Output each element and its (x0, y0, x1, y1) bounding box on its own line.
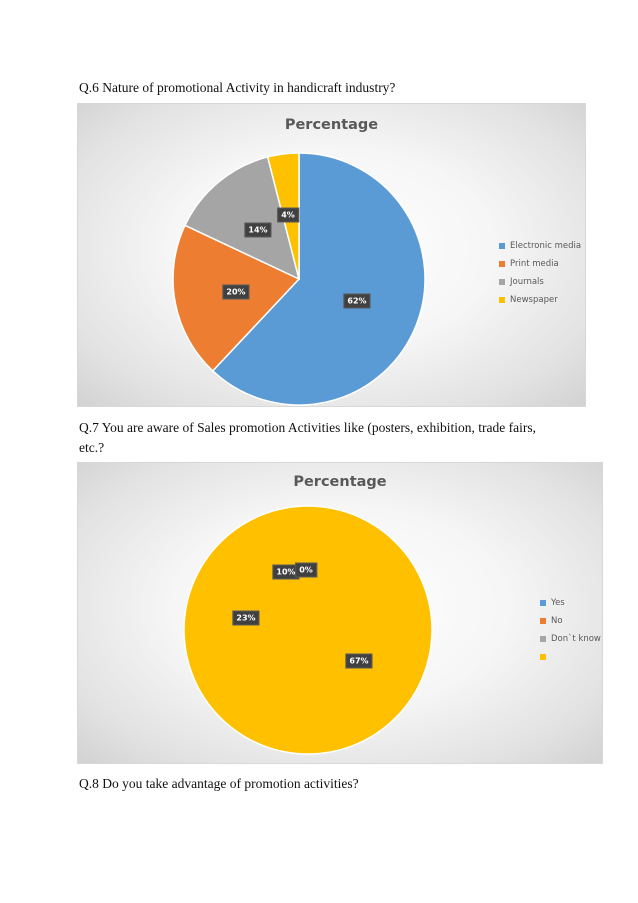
legend-item-dont-know: Don`t know (540, 630, 601, 648)
legend-label: Yes (551, 598, 565, 608)
sales-promotion-awareness-pie-chart: Percentage 23% 10% 0% 67% Yes No Don`t know (77, 462, 603, 764)
legend-item-print-media: Print media (499, 255, 581, 273)
chart-legend: Yes No Don`t know (540, 594, 601, 666)
legend-swatch (499, 279, 505, 285)
legend-label: Electronic media (510, 241, 582, 251)
data-label-print-media: 20% (222, 284, 250, 300)
pie-plot (183, 505, 433, 755)
legend-swatch (540, 636, 546, 642)
legend-label: Newspaper (510, 295, 558, 305)
chart-title: Percentage (284, 117, 379, 133)
data-label-yes: 23% (232, 610, 260, 626)
slice-electronic-media (211, 152, 426, 406)
legend-swatch (499, 297, 505, 303)
slice-blank (183, 505, 433, 755)
data-label-journals: 14% (244, 222, 272, 238)
legend-label: Print media (510, 259, 559, 269)
chart-legend: Electronic media Print media Journals Ne… (499, 237, 581, 309)
question-8: Q.8 Do you take advantage of promotion a… (79, 776, 359, 791)
promotional-activity-pie-chart: Percentage 62% 20% 14% 4% Electronic media … (77, 103, 586, 407)
legend-swatch (540, 600, 546, 606)
data-label-don-t-know: 0% (295, 562, 317, 578)
data-label-blank: 67% (345, 653, 373, 669)
legend-swatch (540, 618, 546, 624)
data-label-newspaper: 4% (277, 207, 299, 223)
legend-swatch (540, 654, 546, 660)
question-7: Q.7 You are aware of Sales promotion Act… (79, 420, 537, 455)
legend-label: No (551, 616, 563, 626)
legend-label: Journals (510, 277, 544, 287)
chart-title: Percentage (293, 474, 387, 490)
legend-item-yes: Yes (540, 594, 601, 612)
data-label-electronic-media: 62% (343, 293, 371, 309)
slice-journals (183, 156, 301, 281)
question-6: Q.6 Nature of promotional Activity in ha… (79, 80, 396, 95)
legend-label: Don`t know (551, 634, 601, 644)
legend-item-blank (540, 648, 601, 666)
legend-item-no: No (540, 612, 601, 630)
legend-swatch (499, 243, 505, 249)
legend-swatch (499, 261, 505, 267)
legend-item-newspaper: Newspaper (499, 291, 581, 309)
legend-item-journals: Journals (499, 273, 581, 291)
legend-item-electronic-media: Electronic media (499, 237, 581, 255)
